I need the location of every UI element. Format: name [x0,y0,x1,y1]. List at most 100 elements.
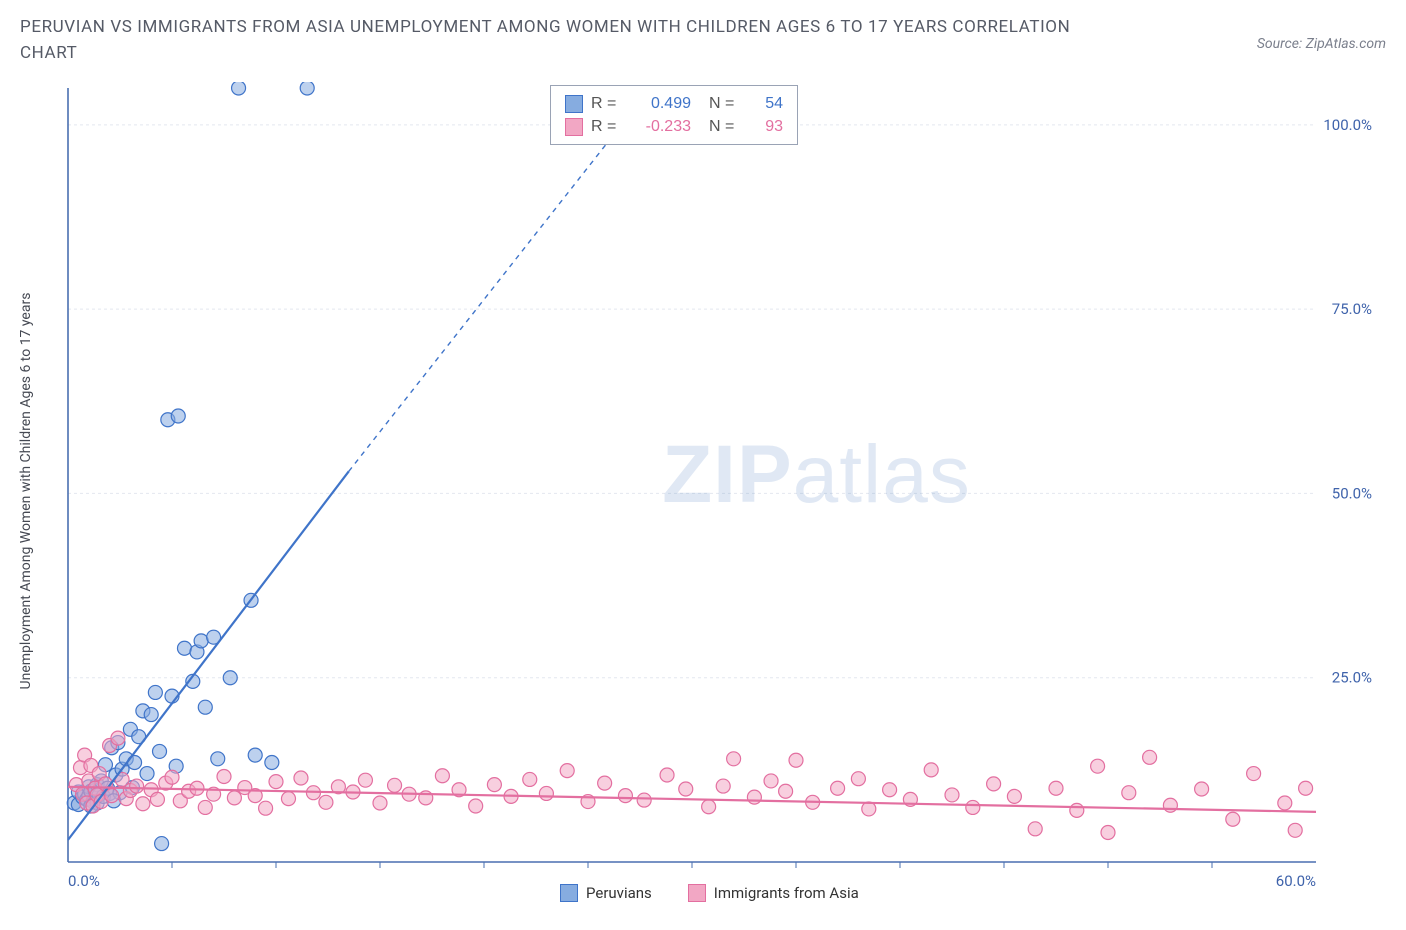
data-point [539,786,553,800]
data-point [523,772,537,786]
chart-title: PERUVIAN VS IMMIGRANTS FROM ASIA UNEMPLO… [20,14,1120,67]
data-point [198,800,212,814]
data-point [248,748,262,762]
legend-label: Immigrants from Asia [714,884,859,902]
data-point [1101,826,1115,840]
source-attribution: Source: ZipAtlas.com [1257,14,1386,52]
data-point [987,777,1001,791]
data-point [487,778,501,792]
series-swatch [565,118,583,136]
data-point [660,768,674,782]
data-point [1028,822,1042,836]
y-axis-label: Unemployment Among Women with Children A… [18,293,34,690]
data-point [281,792,295,806]
data-point [1195,782,1209,796]
data-point [727,752,741,766]
data-point [831,781,845,795]
data-point [319,795,333,809]
data-point [388,778,402,792]
n-label: N = [709,115,739,138]
data-point [851,772,865,786]
svg-text:0.0%: 0.0% [68,872,100,890]
data-point [1143,750,1157,764]
data-point [560,764,574,778]
data-point [150,792,164,806]
data-point [177,641,191,655]
data-point [637,793,651,807]
data-point [764,774,778,788]
data-point [1091,759,1105,773]
data-point [300,82,314,95]
stats-row: R =-0.233N =93 [565,115,783,138]
data-point [598,776,612,790]
data-point [227,791,241,805]
data-point [171,409,185,423]
data-point [217,769,231,783]
data-point [1278,796,1292,810]
n-value: 93 [747,115,783,138]
chart-container: Unemployment Among Women with Children A… [30,82,1386,900]
data-point [111,731,125,745]
data-point [136,797,150,811]
data-point [1299,781,1313,795]
data-point [148,685,162,699]
data-point [358,773,372,787]
legend-swatch [688,884,706,902]
stats-row: R = 0.499 N = 54 [565,92,783,115]
svg-text:75.0%: 75.0% [1332,300,1372,318]
data-point [140,767,154,781]
legend-item: Immigrants from Asia [688,884,859,902]
svg-text:25.0%: 25.0% [1332,669,1372,687]
data-point [269,775,283,789]
legend-label: Peruvians [586,884,652,902]
n-value: 54 [747,92,783,115]
data-point [153,744,167,758]
n-label: N = [709,92,739,115]
data-point [211,752,225,766]
data-point [1288,823,1302,837]
data-point [194,634,208,648]
data-point [945,788,959,802]
r-label: R = [591,92,621,115]
svg-text:50.0%: 50.0% [1332,484,1372,502]
data-point [779,784,793,798]
series-swatch [565,95,583,113]
scatter-plot: 25.0% 50.0% 75.0% 100.0% 0.0% 60.0% [30,82,1386,900]
data-point [165,770,179,784]
data-point [223,671,237,685]
data-point [1049,781,1063,795]
data-point [618,789,632,803]
svg-text:100.0%: 100.0% [1323,116,1372,134]
data-point [747,790,761,804]
legend-item: Peruvians [560,884,652,902]
trend-line [68,471,349,840]
data-point [1122,786,1136,800]
data-point [1007,789,1021,803]
data-point [259,801,273,815]
data-point [1226,812,1240,826]
data-point [716,779,730,793]
data-point [883,783,897,797]
data-point [373,796,387,810]
trend-line-extrapolated [349,88,651,471]
data-point [232,82,246,95]
legend-swatch [560,884,578,902]
data-point [294,771,308,785]
data-point [130,779,144,793]
data-point [789,753,803,767]
r-label: R = [591,115,621,138]
data-point [966,800,980,814]
correlation-stats-box: R =0.499N =54R =-0.233N =93 [550,85,798,145]
data-point [679,782,693,796]
r-value: 0.499 [629,92,691,115]
data-point [435,769,449,783]
data-point [1247,767,1261,781]
legend: Peruvians Immigrants from Asia [560,884,859,902]
data-point [144,708,158,722]
data-point [1070,803,1084,817]
data-point [265,755,279,769]
data-point [469,799,483,813]
data-point [155,837,169,851]
svg-text:60.0%: 60.0% [1276,872,1316,890]
data-point [198,700,212,714]
